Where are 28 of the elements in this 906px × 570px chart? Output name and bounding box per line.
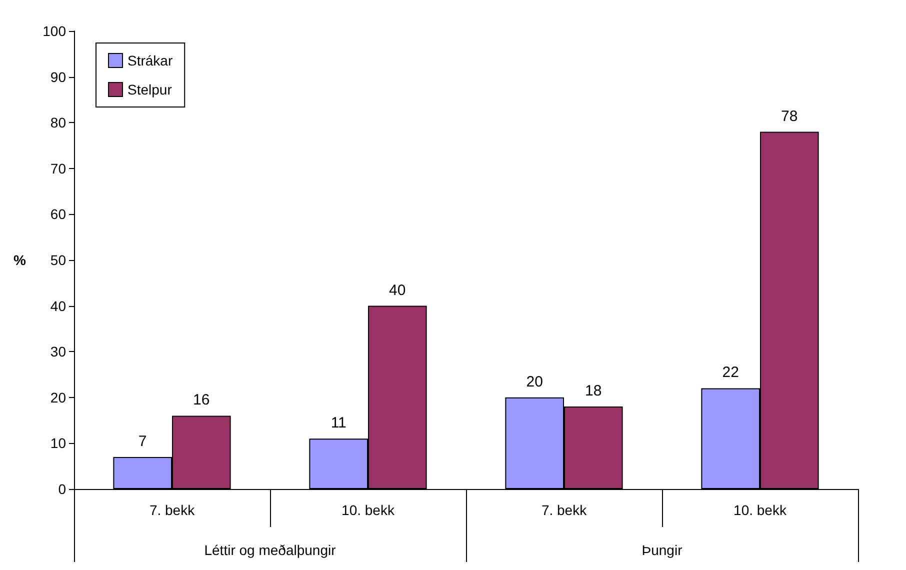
y-tick-label: 20 [50,389,66,406]
data-label: 40 [389,282,406,299]
data-label: 78 [781,108,798,125]
legend-label: Stelpur [128,82,172,98]
x-tick-label: 7. bekk [541,502,588,518]
y-tick-label: 100 [42,23,66,39]
data-label: 11 [330,414,346,432]
data-label: 20 [526,373,543,390]
y-tick-label: 90 [50,68,66,85]
y-tick-label: 60 [50,206,66,222]
y-axis-title: % [14,252,27,268]
data-label: 18 [585,382,602,400]
x-tick-label: 7. bekk [149,502,196,518]
x-tick-label: 10. bekk [734,502,788,518]
text: Léttir og meðalþungir [204,542,336,558]
y-tick-label: 70 [50,160,66,176]
y-tick-label: 10 [50,435,66,452]
y-tick-label: 30 [50,344,66,360]
y-tick-label: 0 [58,481,66,497]
y-tick-label: 40 [50,298,66,314]
x-tick-label: 10. bekk [342,502,396,518]
y-tick-label: 80 [50,114,66,131]
text: Þungir [642,542,683,558]
data-label: 7 [138,432,147,450]
data-label: 22 [722,364,739,382]
legend-label: Strákar [128,52,173,68]
data-label: 16 [193,392,210,409]
y-tick-label: 50 [50,252,66,268]
